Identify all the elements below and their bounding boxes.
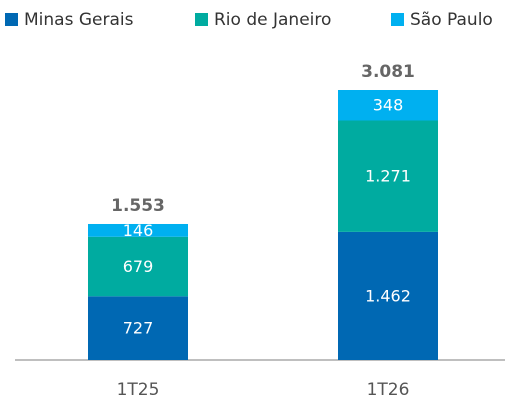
bar-segment [88, 296, 188, 360]
bar-segment [338, 120, 438, 232]
value-label: 348 [373, 96, 404, 115]
value-label: 146 [123, 221, 154, 240]
value-label: 1.271 [365, 167, 411, 186]
bar-segment [338, 90, 438, 121]
value-label: 727 [123, 319, 154, 338]
legend-label: São Paulo [410, 10, 493, 30]
legend-swatch [391, 13, 404, 26]
legend-label: Rio de Janeiro [214, 10, 331, 30]
value-label: 679 [123, 257, 154, 276]
x-tick-label: 1T25 [117, 380, 160, 400]
x-tick-label: 1T26 [367, 380, 410, 400]
bar-segment [88, 223, 188, 237]
total-label: 3.081 [361, 62, 415, 82]
bar-segment [338, 231, 438, 360]
legend-swatch [195, 13, 208, 26]
legend-swatch [5, 13, 18, 26]
legend-label: Minas Gerais [24, 10, 134, 30]
bar-segment [88, 236, 188, 297]
value-label: 1.462 [365, 286, 411, 305]
total-label: 1.553 [111, 196, 165, 216]
